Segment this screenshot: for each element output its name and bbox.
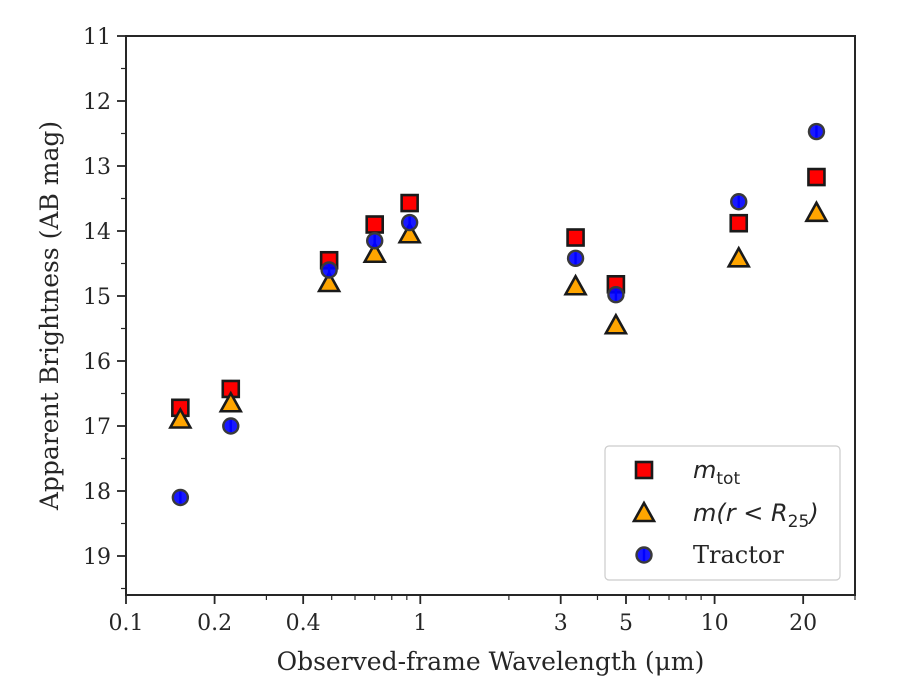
x-tick-label: 1 [413,611,427,636]
legend-label-m-tot: mtot [693,456,740,489]
legend-box [604,445,841,581]
m-r25-point [218,390,243,413]
m-tot-point [400,193,419,213]
legend-marker-m-tot [634,460,654,480]
x-tick-label: 0.2 [197,611,232,636]
m-r25-point [168,406,193,429]
x-tick-label: 0.4 [286,611,321,636]
legend-marker-shape [631,500,657,523]
m-r25-point [804,200,829,223]
x-axis-label: Observed-frame Wavelength (μm) [277,647,705,676]
x-tick-label: 0.1 [109,611,144,636]
y-tick-label: 15 [83,285,111,310]
legend-marker-tractor [635,546,653,564]
m-r25-point [726,245,751,268]
m-tot-point [365,215,385,234]
x-tick-label: 3 [554,611,568,636]
legend-marker-m-r25 [631,500,657,523]
legend-label-tractor: Tractor [693,541,784,569]
legend-label-m-r25: m(r < R25) [693,499,819,532]
m-r25-point [563,273,588,296]
y-tick-label: 17 [83,415,111,440]
m-tot-point [566,228,585,247]
m-r25-point [397,221,422,244]
y-tick-label: 11 [83,25,111,50]
x-tick-label: 10 [701,611,729,636]
y-axis-ticks: 11 12 13 14 15 16 17 18 19 [83,25,126,590]
y-tick-label: 16 [83,350,111,375]
m-r25-point [362,241,387,264]
legend-marker-shape [634,460,654,480]
data-points [168,122,829,507]
m-r25-point [603,312,629,335]
y-tick-label: 18 [83,480,111,505]
legend: mtot m(r < R25) Tractor [604,445,841,581]
y-tick-label: 12 [83,90,111,115]
x-tick-label: 5 [619,611,633,636]
x-tick-label: 20 [789,611,817,636]
m-tot-point [729,213,749,233]
x-axis-ticks: 0.1 0.2 0.4 1 3 5 10 20 [109,595,856,636]
y-tick-label: 13 [83,155,111,180]
y-tick-label: 14 [83,220,111,245]
y-tick-label: 19 [83,545,111,570]
m-tot-point [807,167,826,187]
m-r25-point [316,270,342,293]
y-axis-label: Apparent Brightness (AB mag) [35,121,64,511]
plot-frame [125,35,856,596]
